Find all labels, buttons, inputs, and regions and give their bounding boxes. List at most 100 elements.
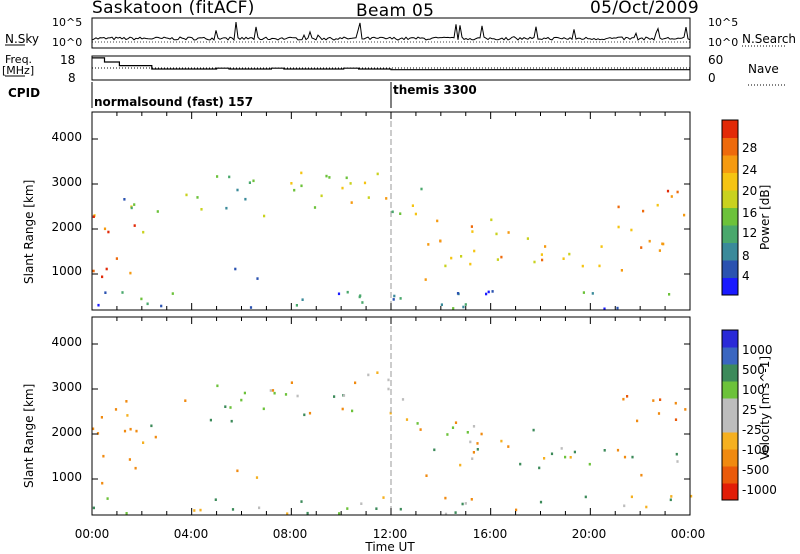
power-cell [133, 224, 136, 227]
power-cell [473, 249, 476, 253]
power-cell [367, 196, 370, 199]
power-cell [460, 255, 463, 258]
power-cell [101, 275, 104, 279]
velocity-cell [659, 398, 662, 401]
power-colorbar-swatch [722, 120, 738, 138]
freq-label-line1: Freq. [5, 53, 33, 66]
power-ytick: 1000 [51, 264, 82, 278]
velocity-cell [419, 428, 422, 431]
power-cell [670, 195, 673, 198]
power-cell [541, 258, 544, 262]
velocity-cell [405, 418, 409, 421]
frequency-panel [5, 55, 785, 108]
velocity-ytick: 3000 [51, 380, 82, 394]
velocity-cell [669, 498, 672, 502]
power-cell [105, 267, 108, 271]
velocity-cell [472, 425, 476, 428]
velocity-cell [676, 460, 679, 463]
velocity-cell [451, 426, 455, 429]
freq-frame [91, 55, 691, 81]
velocity-cell [401, 398, 405, 401]
power-cell [568, 252, 571, 256]
power-cell [104, 291, 107, 294]
velocity-cell [96, 432, 100, 435]
velocity-cell [142, 441, 145, 444]
nave-right-tick-bottom: 0 [708, 71, 716, 85]
power-cell [642, 209, 645, 213]
power-cell [244, 197, 247, 201]
power-cell [252, 179, 255, 183]
power-cell [337, 292, 341, 296]
velocity-cbar-tick: -100 [742, 443, 770, 457]
power-panel [91, 111, 691, 311]
velocity-cell [240, 398, 243, 402]
velocity-cell [433, 448, 436, 452]
velocity-cbar-tick: 25 [742, 403, 758, 417]
power-cell [290, 182, 293, 185]
velocity-cell [125, 512, 128, 515]
power-cell [668, 293, 671, 296]
velocity-colorbar-swatch [722, 381, 738, 399]
cpid-mode-1: normalsound (fast) 157 [94, 95, 254, 109]
velocity-colorbar-swatch [722, 432, 738, 450]
noise-right-tick-bottom: 10^0 [708, 36, 739, 49]
power-cell [507, 231, 510, 234]
power-cbar-label: Power [dB] [758, 184, 772, 250]
velocity-panel [91, 316, 693, 516]
velocity-cell [532, 428, 535, 432]
velocity-cell [306, 511, 309, 515]
power-colorbar-swatch [722, 137, 738, 156]
velocity-cell [645, 505, 648, 509]
velocity-cell [123, 429, 127, 433]
power-cell [591, 292, 594, 295]
velocity-cell [199, 508, 202, 512]
power-cell [666, 189, 670, 193]
power-cell [328, 176, 331, 179]
cpid-label: CPID [8, 86, 41, 100]
freq-label-line2: [MHz] [2, 64, 35, 77]
x-tick-label: 00:00 [74, 527, 110, 541]
power-cell [582, 291, 585, 294]
velocity-cell [271, 389, 275, 392]
velocity-cell [375, 507, 378, 510]
power-colorbar [721, 119, 739, 296]
power-cell [363, 181, 367, 185]
power-colorbar-swatch [722, 155, 738, 173]
x-tick-label: 12:00 [372, 527, 408, 541]
power-cell [107, 230, 110, 234]
power-cell [471, 230, 474, 233]
velocity-cell [622, 397, 625, 401]
velocity-cell [454, 511, 457, 514]
velocity-cell [674, 418, 678, 421]
velocity-colorbar-swatch [722, 483, 738, 501]
velocity-cell [480, 432, 483, 436]
power-cell [540, 253, 543, 256]
velocity-cell [269, 389, 272, 392]
velocity-cell [476, 442, 479, 445]
power-colorbar-swatch [722, 260, 738, 278]
power-cell [683, 213, 686, 217]
power-cell [617, 205, 620, 209]
power-colorbar-swatch [722, 172, 738, 191]
velocity-cell [106, 497, 109, 500]
power-cell [385, 197, 388, 200]
velocity-cell [150, 424, 153, 428]
velocity-cell [184, 399, 187, 402]
power-cell [130, 206, 133, 210]
power-colorbar-swatch [722, 207, 738, 226]
velocity-cell [229, 406, 232, 409]
power-cell [452, 307, 455, 310]
velocity-cell [539, 500, 543, 504]
velocity-cell [588, 462, 591, 466]
power-cell [293, 188, 296, 192]
power-cell [439, 239, 442, 243]
power-cell [598, 264, 601, 268]
velocity-cell [382, 496, 385, 499]
power-cell [256, 277, 259, 280]
power-cbar-tick: 28 [742, 141, 758, 155]
velocity-cell [114, 408, 118, 411]
velocity-cell [515, 508, 518, 512]
power-cell [427, 243, 430, 246]
power-cell [325, 174, 328, 178]
